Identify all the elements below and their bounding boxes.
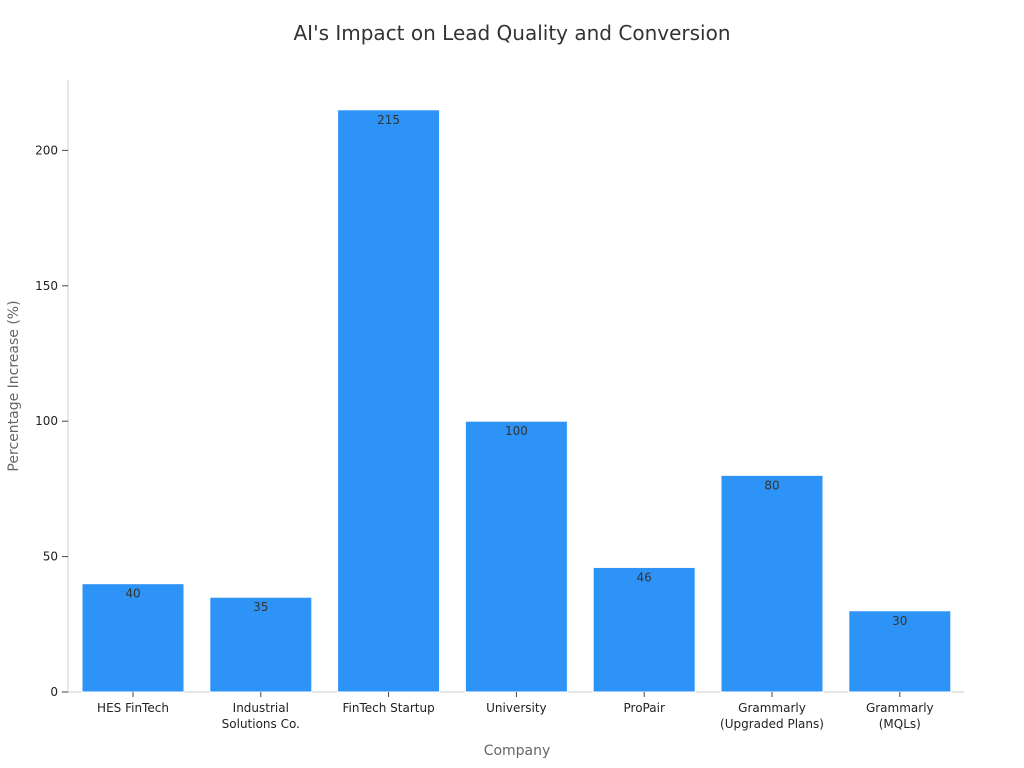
x-tick-label: ProPair: [624, 701, 665, 715]
y-tick-label: 100: [35, 414, 58, 428]
y-tick-label: 150: [35, 279, 58, 293]
data-label: 215: [377, 113, 400, 127]
data-label: 100: [505, 424, 528, 438]
x-tick-label: Grammarly (MQLs): [866, 701, 934, 731]
chart-title: AI's Impact on Lead Quality and Conversi…: [294, 21, 731, 45]
x-tick-label: HES FinTech: [97, 701, 169, 715]
y-axis-label: Percentage Increase (%): [6, 300, 22, 471]
x-tick-label-line: HES FinTech: [97, 701, 169, 715]
x-tick-label-line: Grammarly: [866, 701, 934, 715]
data-label: 46: [637, 570, 652, 584]
data-label: 40: [125, 587, 140, 601]
x-tick-label: FinTech Startup: [342, 701, 434, 715]
x-ticks: HES FinTech Industrial Solutions Co. FinTec…: [97, 692, 934, 731]
bars: [81, 109, 952, 693]
x-tick-label-line: Grammarly: [738, 701, 806, 715]
x-tick-label-line: Industrial: [233, 701, 289, 715]
x-tick-label: Industrial Solutions Co.: [222, 701, 300, 731]
bar: [209, 596, 313, 693]
x-tick-label-line: Solutions Co.: [222, 717, 300, 731]
y-tick-label: 50: [43, 550, 58, 564]
x-axis-label: Company: [484, 743, 551, 759]
data-label: 30: [892, 614, 907, 628]
bar: [337, 109, 441, 693]
x-tick-label: Grammarly (Upgraded Plans): [720, 701, 824, 731]
bar: [848, 610, 952, 693]
x-tick-label: University: [486, 701, 547, 715]
bar: [720, 474, 824, 693]
plot-area: 0 50 100 150 200 40 35 215 100 46 80 30 HES FinTec…: [35, 80, 964, 731]
bar: [592, 566, 696, 693]
x-tick-label-line: (MQLs): [879, 717, 921, 731]
data-label: 80: [764, 478, 779, 492]
bar: [464, 420, 568, 693]
y-tick-label: 200: [35, 143, 58, 157]
x-tick-label-line: ProPair: [624, 701, 665, 715]
x-tick-label-line: FinTech Startup: [342, 701, 434, 715]
data-labels: 40 35 215 100 46 80 30: [125, 113, 907, 628]
data-label: 35: [253, 600, 268, 614]
y-ticks: 0 50 100 150 200: [35, 143, 68, 699]
y-tick-label: 0: [50, 685, 58, 699]
x-tick-label-line: (Upgraded Plans): [720, 717, 824, 731]
x-tick-label-line: University: [486, 701, 547, 715]
